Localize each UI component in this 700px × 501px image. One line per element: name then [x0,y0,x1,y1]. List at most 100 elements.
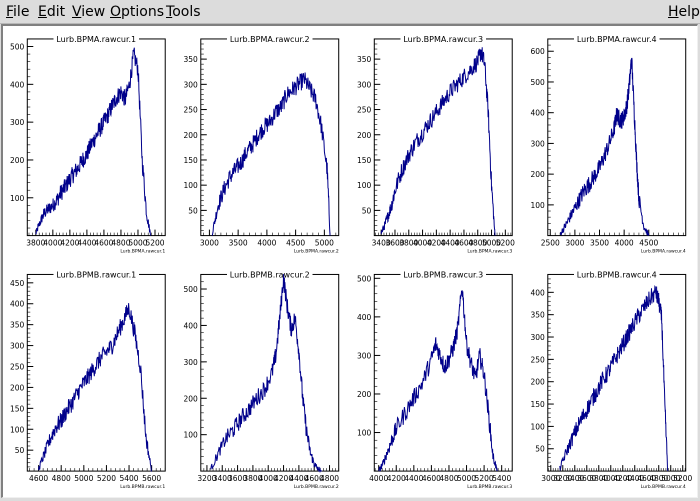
y-tick-label: 100 [530,201,545,210]
y-tick-label: 200 [357,390,372,399]
y-tick-label: 200 [183,394,198,403]
y-tick-label: 500 [530,78,545,87]
title-box [226,267,313,280]
y-tick-label: 200 [530,378,545,387]
y-tick-label: 300 [357,80,372,89]
x-tick-label: 3000 [565,239,584,248]
menu-view[interactable]: View [72,4,106,20]
x-tick-label: 4800 [468,239,487,248]
plot-canvas[interactable]: Lurb.BPMA.rawcur.11002003004005003800400… [3,26,697,497]
x-tick-label: 5200 [475,474,494,483]
y-tick-label: 100 [530,422,545,431]
y-tick-label: 500 [183,285,198,294]
y-tick-label: 400 [530,288,545,297]
y-tick-label: 300 [183,358,198,367]
y-tick-label: 200 [530,170,545,179]
y-tick-label: 250 [10,362,25,371]
x-tick-label: 5600 [142,474,161,483]
chart-panel-1: Lurb.BPMA.rawcur.1 100 200 300 400 500 3800400… [10,31,166,255]
menu-tools[interactable]: Tools [166,4,201,20]
y-tick-label: 250 [357,106,372,115]
chart-title: Lurb.BPMA.rawcur.4 [577,35,657,44]
series-line [378,290,498,472]
menu-edit[interactable]: Edit [38,4,66,20]
x-tick-label: 3800 [399,239,418,248]
series-line [211,72,331,236]
chart-panel-3: Lurb.BPMA.rawcur.3 50 100 150 200 250 300 350 34… [357,31,515,255]
chart-title: Lurb.BPMB.rawcur.3 [403,270,483,279]
x-tick-label: 3000 [541,474,560,483]
chart-title: Lurb.BPMB.rawcur.4 [577,270,657,279]
x-tick-label: 4500 [639,239,658,248]
x-tick-label: 3200 [553,474,572,483]
x-axis-label: Lurb.BPMB.rawcur.3 [467,484,512,490]
x-tick-label: 4200 [60,239,79,248]
x-tick-label: 5200 [673,474,692,483]
y-tick-label: 150 [10,404,25,413]
y-tick-label: 300 [183,80,198,89]
menu-file[interactable]: File [6,4,30,20]
x-tick-label: 4000 [601,474,620,483]
plot-frame [200,273,340,472]
chart-panel-6: Lurb.BPMB.rawcur.2 100 200 300 400 500 3200340… [183,267,339,490]
y-tick-label: 300 [530,139,545,148]
y-tick-label: 300 [10,118,25,127]
y-tick-label: 300 [10,342,25,351]
y-tick-label: 100 [10,194,25,203]
x-axis-label: Lurb.BPMA.rawcur.4 [641,249,686,255]
y-tick-label: 350 [183,55,198,64]
plot-frame [547,273,687,472]
x-axis-label: Lurb.BPMB.rawcur.4 [641,484,686,490]
x-tick-label: 3800 [26,239,45,248]
x-tick-label: 4800 [649,474,668,483]
menu-help[interactable]: Help [668,4,700,20]
x-tick-label: 5200 [496,239,515,248]
x-tick-label: 4600 [94,239,113,248]
y-tick-label: 300 [357,351,372,360]
x-axis-label: Lurb.BPMA.rawcur.1 [120,249,165,255]
chart-title: Lurb.BPMA.rawcur.2 [230,35,310,44]
x-axis-label: Lurb.BPMB.rawcur.1 [120,484,165,490]
x-tick-label: 3500 [229,239,248,248]
x-tick-label: 3600 [385,239,404,248]
x-tick-label: 4800 [439,474,458,483]
x-tick-label: 5000 [128,239,147,248]
x-tick-label: 5400 [119,474,138,483]
chart-title: Lurb.BPMB.rawcur.2 [230,270,310,279]
x-tick-label: 4200 [274,474,293,483]
y-tick-label: 150 [183,156,198,165]
chart-title: Lurb.BPMB.rawcur.1 [56,270,136,279]
menu-options[interactable]: Options [110,4,165,20]
canvas-frame: Lurb.BPMA.rawcur.1 100 200 300 400 500 3800 400… [1,24,698,498]
y-tick-label: 50 [362,206,372,215]
y-tick-label: 350 [357,55,372,64]
y-tick-label: 200 [10,156,25,165]
series-line [38,303,152,472]
x-tick-label: 4600 [454,239,473,248]
x-tick-label: 5400 [492,474,511,483]
y-tick-label: 250 [530,355,545,364]
x-tick-label: 4000 [369,474,388,483]
chart-title: Lurb.BPMA.rawcur.1 [56,35,136,44]
y-tick-label: 50 [535,445,545,454]
y-tick-label: 400 [183,321,198,330]
y-tick-label: 200 [183,131,198,140]
y-tick-label: 500 [10,43,25,52]
x-tick-label: 3800 [243,474,262,483]
title-box [53,31,140,44]
menu-bar: File Edit View Options Tools Help [0,0,700,24]
plot-frame [547,38,687,237]
x-tick-label: 3600 [228,474,247,483]
chart-panel-4: Lurb.BPMA.rawcur.4 100 200 300 400 500 600 2500… [530,31,687,255]
y-tick-label: 100 [357,181,372,190]
x-tick-label: 3800 [589,474,608,483]
y-tick-label: 200 [357,131,372,140]
x-tick-label: 5000 [315,239,334,248]
y-tick-label: 450 [10,279,25,288]
title-box [573,31,660,44]
x-tick-label: 5000 [661,474,680,483]
x-tick-label: 4400 [77,239,96,248]
y-tick-label: 350 [530,311,545,320]
x-tick-label: 3400 [372,239,391,248]
title-box [226,31,313,44]
